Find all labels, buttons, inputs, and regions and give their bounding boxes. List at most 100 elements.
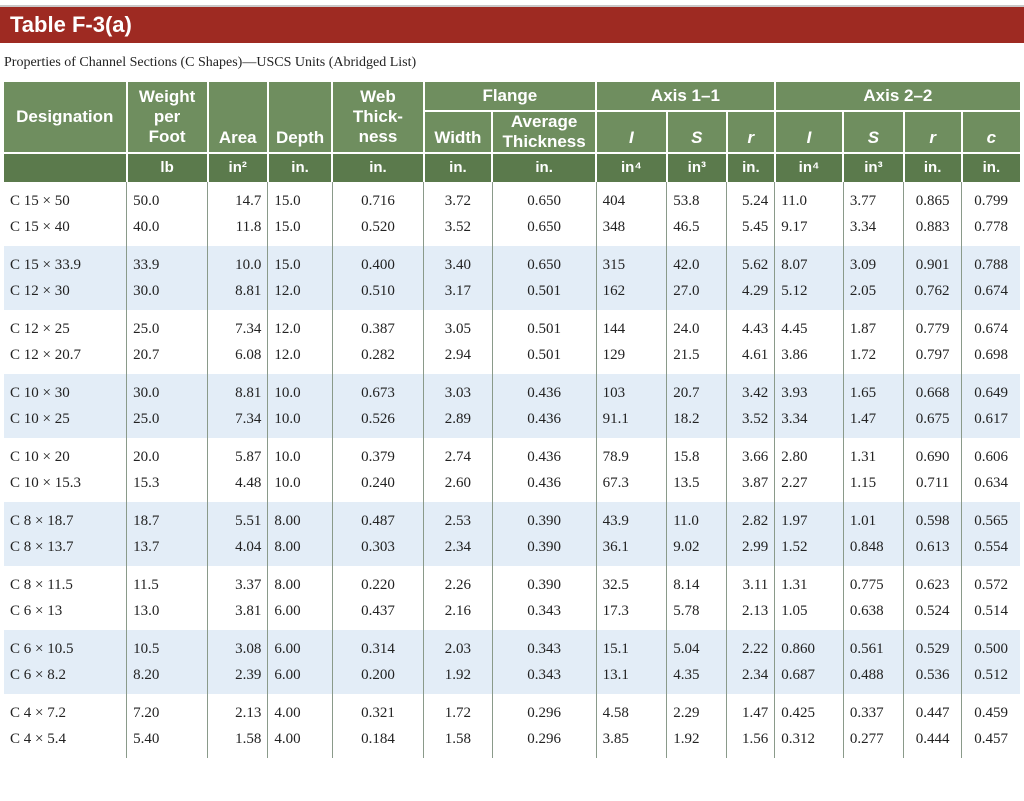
value-cell: 3.52 xyxy=(423,214,493,246)
value-cell: 0.459 xyxy=(961,694,1020,726)
designation-cell: C 15 × 33.9 xyxy=(4,246,127,278)
value-cell: 0.501 xyxy=(491,342,597,374)
value-cell: 3.09 xyxy=(842,246,904,278)
value-cell: 0.387 xyxy=(331,310,424,342)
value-cell: 1.92 xyxy=(423,662,493,694)
header-avg-line1: Average xyxy=(510,112,578,131)
table-title: Table F-3(a) xyxy=(10,12,132,37)
value-cell: 0.536 xyxy=(903,662,962,694)
table-row: C 10 × 30 30.0 8.81 10.0 0.673 3.03 0.436 103 20… xyxy=(4,374,1020,406)
header-axis-1-1: Axis 1–1 xyxy=(595,80,775,111)
value-cell: 0.613 xyxy=(903,534,962,566)
value-cell: 5.62 xyxy=(726,246,775,278)
value-cell: 3.08 xyxy=(207,630,268,662)
header-weight-line1: Weight xyxy=(138,87,196,106)
value-cell: 11.5 xyxy=(126,566,208,598)
value-cell: 0.687 xyxy=(774,662,844,694)
value-cell: 1.31 xyxy=(842,438,904,470)
value-cell: 0.436 xyxy=(491,438,597,470)
value-cell: 1.05 xyxy=(774,598,844,630)
value-cell: 0.779 xyxy=(903,310,962,342)
value-cell: 0.282 xyxy=(331,342,424,374)
value-cell: 18.2 xyxy=(666,406,727,438)
value-cell: 1.92 xyxy=(666,726,727,758)
value-cell: 25.0 xyxy=(126,310,208,342)
value-cell: 404 xyxy=(595,182,667,214)
value-cell: 5.87 xyxy=(207,438,268,470)
value-cell: 8.00 xyxy=(267,502,333,534)
value-cell: 0.436 xyxy=(491,406,597,438)
unit-width: in. xyxy=(422,152,493,182)
value-cell: 0.668 xyxy=(903,374,962,406)
value-cell: 15.8 xyxy=(666,438,727,470)
value-cell: 2.13 xyxy=(207,694,268,726)
unit-axis2-r: in. xyxy=(902,152,962,182)
value-cell: 0.379 xyxy=(331,438,424,470)
value-cell: 315 xyxy=(595,246,667,278)
value-cell: 0.650 xyxy=(491,214,597,246)
value-cell: 21.5 xyxy=(666,342,727,374)
value-cell: 0.561 xyxy=(842,630,904,662)
value-cell: 1.87 xyxy=(842,310,904,342)
value-cell: 0.565 xyxy=(961,502,1020,534)
table-row: C 4 × 5.4 5.40 1.58 4.00 0.184 1.58 0.296 3.85 1… xyxy=(4,726,1020,758)
value-cell: 2.13 xyxy=(726,598,775,630)
unit-avg: in. xyxy=(491,152,597,182)
header-weight: Weight per Foot xyxy=(125,80,208,153)
value-cell: 0.321 xyxy=(331,694,424,726)
value-cell: 1.01 xyxy=(842,502,904,534)
value-cell: 3.37 xyxy=(207,566,268,598)
value-cell: 20.7 xyxy=(126,342,208,374)
table-row: C 15 × 33.9 33.9 10.0 15.0 0.400 3.40 0.650 315… xyxy=(4,246,1020,278)
table-row: C 8 × 18.7 18.7 5.51 8.00 0.487 2.53 0.390 43.9… xyxy=(4,502,1020,534)
table-caption: Properties of Channel Sections (C Shapes… xyxy=(4,55,417,70)
value-cell: 91.1 xyxy=(595,406,667,438)
value-cell: 3.17 xyxy=(423,278,493,310)
table-row: C 15 × 40 40.0 11.8 15.0 0.520 3.52 0.650 348 46… xyxy=(4,214,1020,246)
value-cell: 17.3 xyxy=(595,598,667,630)
value-cell: 11.8 xyxy=(207,214,268,246)
value-cell: 15.0 xyxy=(267,214,333,246)
value-cell: 5.24 xyxy=(726,182,775,214)
value-cell: 0.444 xyxy=(903,726,962,758)
value-cell: 4.48 xyxy=(207,470,268,502)
value-cell: 20.0 xyxy=(126,438,208,470)
value-cell: 0.437 xyxy=(331,598,424,630)
value-cell: 27.0 xyxy=(666,278,727,310)
value-cell: 10.0 xyxy=(267,470,333,502)
value-cell: 0.240 xyxy=(331,470,424,502)
value-cell: 13.5 xyxy=(666,470,727,502)
value-cell: 0.901 xyxy=(903,246,962,278)
value-cell: 0.390 xyxy=(491,566,597,598)
table-row: C 6 × 10.5 10.5 3.08 6.00 0.314 2.03 0.343 15.1… xyxy=(4,630,1020,662)
value-cell: 2.39 xyxy=(207,662,268,694)
value-cell: 13.7 xyxy=(126,534,208,566)
value-cell: 348 xyxy=(595,214,667,246)
value-cell: 5.45 xyxy=(726,214,775,246)
value-cell: 3.66 xyxy=(726,438,775,470)
value-cell: 1.52 xyxy=(774,534,844,566)
value-cell: 0.390 xyxy=(491,534,597,566)
value-cell: 0.638 xyxy=(842,598,904,630)
value-cell: 13.1 xyxy=(595,662,667,694)
value-cell: 0.343 xyxy=(491,598,597,630)
value-cell: 0.312 xyxy=(774,726,844,758)
value-cell: 3.42 xyxy=(726,374,775,406)
designation-cell: C 8 × 13.7 xyxy=(4,534,127,566)
value-cell: 14.7 xyxy=(207,182,268,214)
value-cell: 4.04 xyxy=(207,534,268,566)
value-cell: 0.778 xyxy=(961,214,1020,246)
value-cell: 2.94 xyxy=(423,342,493,374)
value-cell: 0.524 xyxy=(903,598,962,630)
value-cell: 0.650 xyxy=(491,182,597,214)
value-cell: 0.425 xyxy=(774,694,844,726)
value-cell: 1.47 xyxy=(842,406,904,438)
value-cell: 5.12 xyxy=(774,278,844,310)
value-cell: 0.797 xyxy=(903,342,962,374)
value-cell: 0.526 xyxy=(331,406,424,438)
value-cell: 2.27 xyxy=(774,470,844,502)
value-cell: 0.788 xyxy=(961,246,1020,278)
designation-cell: C 4 × 7.2 xyxy=(10,704,66,721)
designation-cell: C 8 × 11.5 xyxy=(10,576,73,593)
value-cell: 8.00 xyxy=(267,566,333,598)
